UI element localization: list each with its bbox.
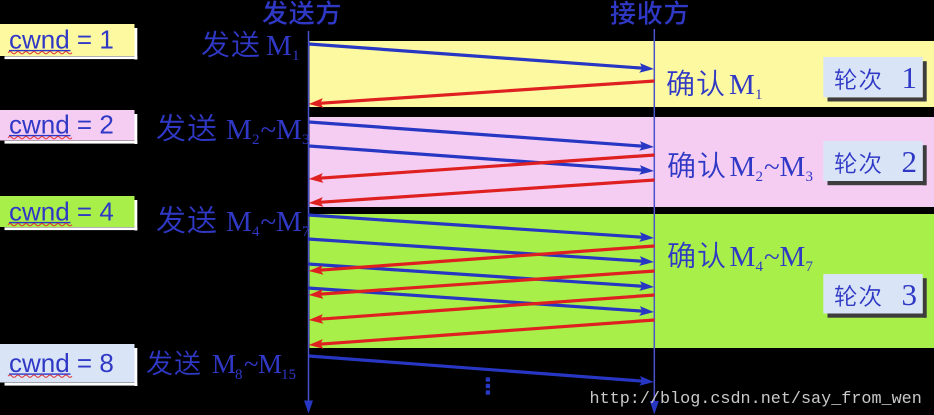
svg-text:7: 7 <box>806 259 814 275</box>
svg-text:M: M <box>730 241 756 273</box>
svg-text:15: 15 <box>281 367 296 383</box>
svg-text:M: M <box>276 114 302 146</box>
svg-text:2: 2 <box>252 132 260 148</box>
svg-text:4: 4 <box>252 224 260 240</box>
svg-text:cwnd = 8: cwnd = 8 <box>9 348 114 378</box>
svg-text:~: ~ <box>261 206 277 238</box>
svg-text:cwnd = 4: cwnd = 4 <box>9 197 114 227</box>
svg-text:M: M <box>730 151 756 183</box>
svg-text:http://blog.csdn.net/say_from_: http://blog.csdn.net/say_from_wen <box>590 390 922 409</box>
svg-text:M: M <box>729 69 755 101</box>
svg-text:cwnd = 2: cwnd = 2 <box>9 110 114 140</box>
svg-text:M: M <box>780 241 806 273</box>
svg-text:3: 3 <box>902 277 918 312</box>
svg-text:3: 3 <box>302 132 310 148</box>
svg-text:3: 3 <box>806 169 814 185</box>
svg-text:2: 2 <box>756 169 764 185</box>
svg-text:M: M <box>212 349 236 379</box>
svg-text:M: M <box>266 30 292 62</box>
svg-text:~: ~ <box>764 151 780 183</box>
svg-text:~: ~ <box>764 241 780 273</box>
svg-text:M: M <box>226 114 252 146</box>
svg-text:~: ~ <box>261 114 277 146</box>
svg-text:cwnd = 1: cwnd = 1 <box>9 25 114 55</box>
svg-text:M: M <box>226 206 252 238</box>
svg-text:8: 8 <box>235 367 243 383</box>
svg-text:1: 1 <box>755 87 763 103</box>
svg-text:~: ~ <box>244 349 259 379</box>
svg-text:7: 7 <box>302 224 310 240</box>
svg-text:M: M <box>780 151 806 183</box>
svg-text:M: M <box>258 349 282 379</box>
svg-text:2: 2 <box>902 144 918 179</box>
svg-text:1: 1 <box>902 60 918 95</box>
svg-text:M: M <box>276 206 302 238</box>
svg-text:4: 4 <box>756 259 764 275</box>
svg-text:1: 1 <box>292 48 300 64</box>
